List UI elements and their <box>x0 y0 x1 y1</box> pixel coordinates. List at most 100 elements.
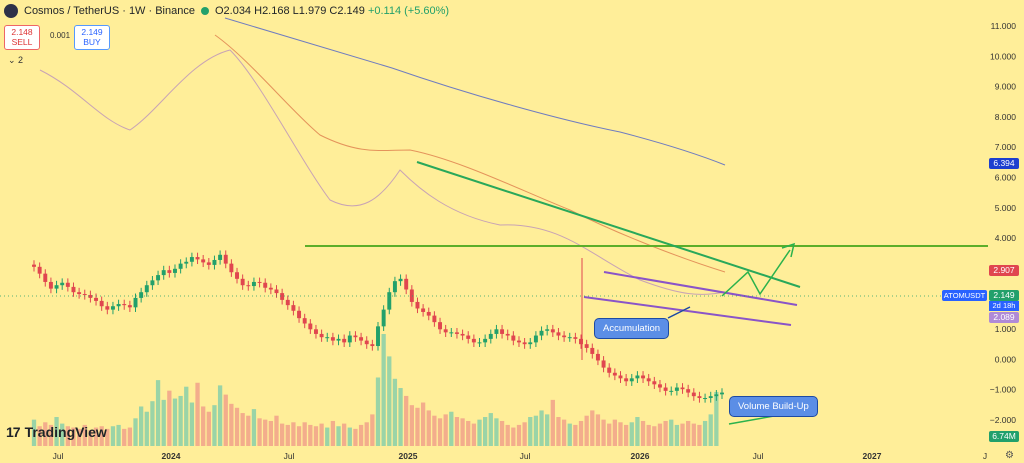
candle-body <box>150 280 155 286</box>
volume-bar <box>257 418 262 446</box>
volume-bar <box>590 410 595 446</box>
candle-body <box>251 281 256 287</box>
candle-body <box>438 322 443 330</box>
volume-bar <box>358 424 364 446</box>
candle-body <box>161 270 166 276</box>
volume-bar <box>556 417 561 446</box>
candle-body <box>257 281 262 283</box>
candle-body <box>471 338 476 343</box>
volume-bar <box>601 419 606 446</box>
candle-body <box>691 392 696 397</box>
candle-body <box>646 378 651 382</box>
candle-body <box>505 333 510 336</box>
volume-bar <box>714 391 719 446</box>
settings-gear-icon[interactable]: ⚙ <box>1005 450 1014 461</box>
volume-bar <box>144 411 149 446</box>
x-axis-tick: Jul <box>753 451 764 461</box>
candle-body <box>590 347 595 354</box>
candle-body <box>297 310 302 319</box>
ma-slow-price-tag: 6.394 <box>989 158 1019 169</box>
candle-body <box>195 257 200 260</box>
sell-button[interactable]: 2.148 SELL <box>4 25 40 50</box>
candle-body <box>533 335 538 343</box>
volume-bar <box>155 380 161 446</box>
candle-body <box>477 342 482 344</box>
volume-bar <box>82 424 87 446</box>
volume-bar <box>561 419 567 446</box>
tradingview-logo[interactable]: 17 TradingView <box>6 424 107 440</box>
close-value: C2.149 <box>329 5 365 17</box>
symbol-title[interactable]: Cosmos / TetherUS · 1W · Binance <box>24 5 195 17</box>
low-value: L1.979 <box>292 5 327 17</box>
candle-body <box>567 337 572 339</box>
candle-body <box>460 333 465 336</box>
volume-bar <box>381 334 386 446</box>
candle-body <box>173 268 177 273</box>
candle-body <box>370 344 375 347</box>
candle-body <box>235 272 239 279</box>
candle-body <box>652 381 657 385</box>
volume-bar <box>449 411 454 446</box>
candle-body <box>454 332 459 334</box>
candle-body <box>443 329 448 333</box>
volume-bar <box>415 407 420 446</box>
volume-bar <box>37 426 42 446</box>
volume-bar <box>477 419 482 446</box>
y-axis-tick: 6.000 <box>995 173 1017 183</box>
x-axis-tick: Jul <box>520 451 531 461</box>
volume-bar <box>623 424 629 446</box>
cosmos-logo-icon <box>4 4 18 18</box>
indicators-toggle[interactable]: ⌄ 2 <box>8 55 24 65</box>
candle-body <box>347 335 352 343</box>
volume-bar <box>150 401 155 446</box>
volume-bar <box>392 378 398 446</box>
ohlc-values: O2.034 H2.168 L1.979 C2.149 +0.114 (+5.6… <box>215 5 449 17</box>
candle-body <box>319 333 324 338</box>
y-axis-tick: 5.000 <box>995 203 1017 213</box>
candle-body <box>229 263 234 273</box>
volume-bar <box>522 422 527 446</box>
candle-body <box>714 394 719 397</box>
y-axis-tick: 7.000 <box>995 142 1017 152</box>
candle-body <box>201 259 206 263</box>
volume-bar <box>122 428 127 446</box>
candle-body <box>364 340 369 345</box>
candle-body <box>263 282 268 288</box>
candle-body <box>528 342 533 345</box>
volume-bar <box>71 427 76 446</box>
candle-body <box>494 329 499 334</box>
ma-slow-line <box>224 17 726 166</box>
candle-body <box>116 304 121 307</box>
volume-buildup-callout: Volume Build-Up <box>729 396 818 417</box>
volume-bar <box>640 420 646 446</box>
volume-bar <box>195 382 200 446</box>
ma-fast-line <box>39 49 726 295</box>
volume-bar <box>139 406 144 446</box>
candle-body <box>409 289 414 302</box>
y-axis-tick: 9.000 <box>995 82 1017 92</box>
candle-body <box>387 292 392 310</box>
channel-upper-line <box>603 271 798 306</box>
volume-bar <box>375 377 381 446</box>
candle-body <box>398 278 403 282</box>
buy-button[interactable]: 2.149 BUY <box>74 25 110 50</box>
volume-bar <box>167 390 172 446</box>
candle-body <box>325 337 330 339</box>
volume-bar <box>246 415 251 446</box>
candle-body <box>629 378 634 382</box>
candle-body <box>595 353 600 361</box>
candle-body <box>60 282 65 286</box>
volume-bar <box>528 417 533 446</box>
volume-bar <box>663 420 668 446</box>
candle-body <box>280 293 285 300</box>
volume-bar <box>499 420 505 446</box>
volume-bar <box>336 426 341 446</box>
candle-body <box>663 387 668 391</box>
volume-bar <box>488 413 493 446</box>
volume-bar <box>505 424 510 446</box>
volume-bar <box>161 399 166 446</box>
volume-bar <box>409 405 414 446</box>
candle-body <box>133 297 138 308</box>
